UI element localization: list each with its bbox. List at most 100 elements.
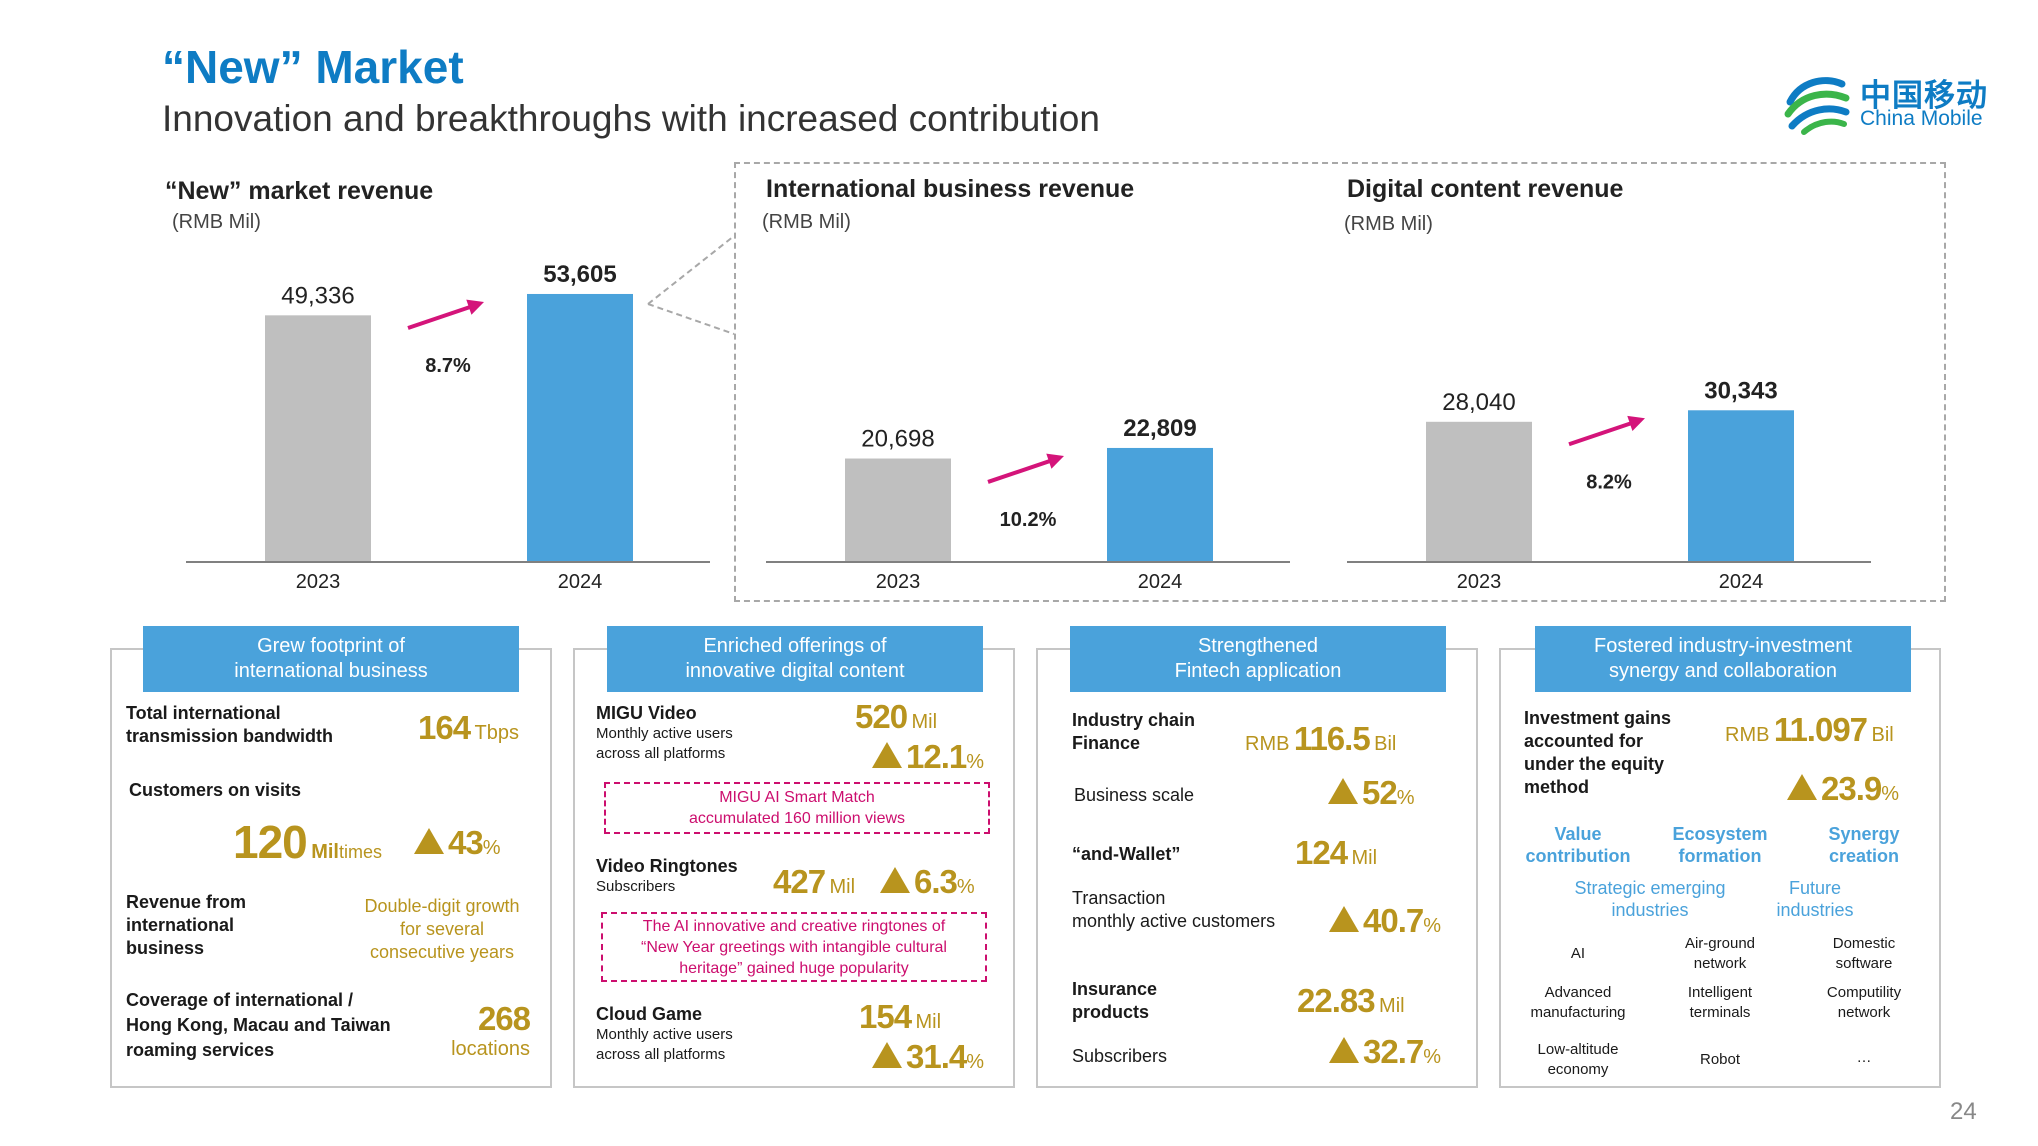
business-scale-label: Business scale: [1074, 785, 1195, 805]
growth-label: 10.2%: [1000, 509, 1057, 531]
future-industries: Future industries: [1776, 878, 1854, 920]
tick-label-2023: 2023: [296, 571, 341, 593]
data-label-2024: 30,343: [1704, 377, 1777, 404]
up-triangle-icon: [880, 867, 910, 893]
investment-gains-label: Investment gains accounted for under the e…: [1524, 708, 1672, 797]
chart3-unit: (RMB Mil): [1344, 213, 1433, 235]
page-number: 24: [1950, 1098, 1977, 1125]
highlight-frame: [734, 162, 1946, 602]
china-mobile-logo: 中国移动 China Mobile: [1782, 68, 2002, 138]
growth-label: 8.7%: [425, 355, 471, 377]
chart2-svg: 20,698 2023 22,809 2024 10.2%: [766, 415, 1290, 593]
panel-digital-content-head: Enriched offerings of innovative digital …: [607, 626, 983, 692]
growth-arrow-head: [1627, 415, 1645, 432]
tick-label-2023: 2023: [876, 571, 921, 593]
tick-label-2024: 2024: [1719, 571, 1764, 593]
bar-2023: [265, 315, 371, 562]
industry-ai: AI: [1570, 945, 1586, 962]
category-value-contribution: Value contribution: [1525, 824, 1631, 866]
industry-advanced-manufacturing: Advanced manufacturing: [1530, 984, 1626, 1021]
investment-gains-value: RMB 11.097 Bil: [1725, 711, 1894, 748]
up-triangle-icon: [872, 1042, 902, 1068]
industry-air-ground-network: Air-ground network: [1684, 935, 1756, 972]
revenue-note: Double-digit growth for several consecutiv…: [364, 896, 520, 962]
data-label-2023: 20,698: [861, 426, 934, 453]
panel-head-line: Grew footprint of: [257, 635, 405, 657]
logo-chinese-text: 中国移动: [1860, 78, 1988, 113]
industry-domestic-software: Domestic software: [1832, 935, 1896, 972]
china-mobile-logo-icon: [1784, 77, 1850, 135]
up-triangle-icon: [1787, 774, 1817, 800]
up-triangle-icon: [1329, 1037, 1359, 1063]
industry-low-altitude-economy: Low-altitude economy: [1537, 1041, 1619, 1078]
transaction-growth: 40.7%: [1329, 902, 1441, 940]
ringtones-title: Video Ringtones: [596, 856, 738, 876]
data-label-2024: 53,605: [543, 261, 616, 288]
panel-international-head: Grew footprint of international business: [143, 626, 519, 692]
panel-head-line: synergy and collaboration: [1609, 660, 1837, 682]
ringtones-desc: Subscribers: [596, 878, 676, 895]
chart1-title: “New” market revenue: [165, 177, 434, 205]
coverage-value: 268 locations: [451, 1000, 531, 1060]
migu-ai-note: MIGU AI Smart Match accumulated 160 milli…: [604, 782, 990, 834]
insurance-value: 22.83 Mil: [1297, 982, 1405, 1019]
bandwidth-label: Total international transmission bandwidt…: [126, 703, 334, 746]
panel-digital-content: [573, 648, 1015, 1088]
cloud-game-value: 154 Mil: [859, 998, 942, 1035]
panel-industry-investment: [1499, 648, 1941, 1088]
and-wallet-label: “and-Wallet”: [1072, 844, 1181, 864]
cloud-game-title: Cloud Game: [596, 1004, 703, 1024]
chart1-svg: 49,336 2023 53,605 2024 8.7%: [186, 261, 710, 593]
subscribers-growth: 32.7%: [1329, 1033, 1441, 1071]
growth-arrow-head: [466, 299, 484, 315]
category-ecosystem-formation: Ecosystem formation: [1672, 824, 1768, 866]
data-label-2024: 22,809: [1123, 415, 1196, 442]
industry-more: …: [1856, 1049, 1872, 1066]
logo-english-text: China Mobile: [1860, 107, 1983, 130]
cloud-game-growth: 31.4%: [872, 1038, 984, 1076]
panel-head-line: Strengthened: [1197, 635, 1319, 657]
page-title: “New” Market: [162, 41, 464, 93]
transaction-label: Transaction monthly active customers: [1072, 888, 1276, 931]
icf-label: Industry chain Finance: [1072, 710, 1196, 753]
up-triangle-icon: [414, 828, 444, 854]
cloud-game-desc: Monthly active users across all platforms: [596, 1026, 733, 1063]
chart2-unit: (RMB Mil): [762, 211, 851, 233]
industry-intelligent-terminals: Intelligent terminals: [1687, 984, 1753, 1021]
up-triangle-icon: [1329, 906, 1359, 932]
ringtones-ai-note: The AI innovative and creative ringtones…: [601, 912, 987, 982]
icf-value: RMB 116.5 Bil: [1245, 720, 1397, 757]
panel-fintech: [1036, 648, 1478, 1088]
migu-growth: 12.1%: [872, 738, 984, 776]
tick-label-2024: 2024: [1138, 571, 1183, 593]
bar-2023: [1426, 421, 1532, 562]
migu-value: 520 Mil: [855, 698, 938, 735]
ringtones-growth: 6.3%: [880, 863, 975, 901]
panel-head-line: Fostered industry-investment: [1594, 635, 1852, 657]
tick-label-2023: 2023: [1457, 571, 1502, 593]
panel-head-line: international business: [234, 660, 428, 682]
chart3-svg: 28,040 2023 30,343 2024 8.2%: [1347, 377, 1871, 593]
ringtones-value: 427 Mil: [773, 863, 856, 900]
growth-arrow-shaft: [407, 303, 477, 330]
tick-label-2024: 2024: [558, 571, 603, 593]
subscribers-label: Subscribers: [1072, 1046, 1168, 1066]
panel-head-line: Enriched offerings of: [703, 635, 887, 657]
revenue-label: Revenue from international business: [126, 892, 247, 958]
bandwidth-value: 164 Tbps: [418, 709, 519, 746]
panel-fintech-head: Strengthened Fintech application: [1070, 626, 1446, 692]
industry-computility-network: Computility network: [1826, 984, 1902, 1021]
up-triangle-icon: [1328, 778, 1358, 804]
page-subtitle: Innovation and breakthroughs with increa…: [162, 98, 1100, 139]
visits-value: 120 Miltimes: [233, 816, 382, 868]
and-wallet-value: 124 Mil: [1295, 834, 1378, 871]
business-scale-growth: 52%: [1328, 774, 1415, 812]
growth-arrow-shaft: [987, 457, 1057, 484]
growth-label: 8.2%: [1586, 471, 1632, 493]
industry-robot: Robot: [1699, 1051, 1741, 1068]
migu-title: MIGU Video: [596, 703, 697, 723]
chart3-title: Digital content revenue: [1347, 175, 1624, 203]
category-synergy-creation: Synergy creation: [1828, 824, 1900, 866]
chart2-title: International business revenue: [766, 175, 1135, 203]
visits-growth: 43%: [414, 824, 501, 862]
